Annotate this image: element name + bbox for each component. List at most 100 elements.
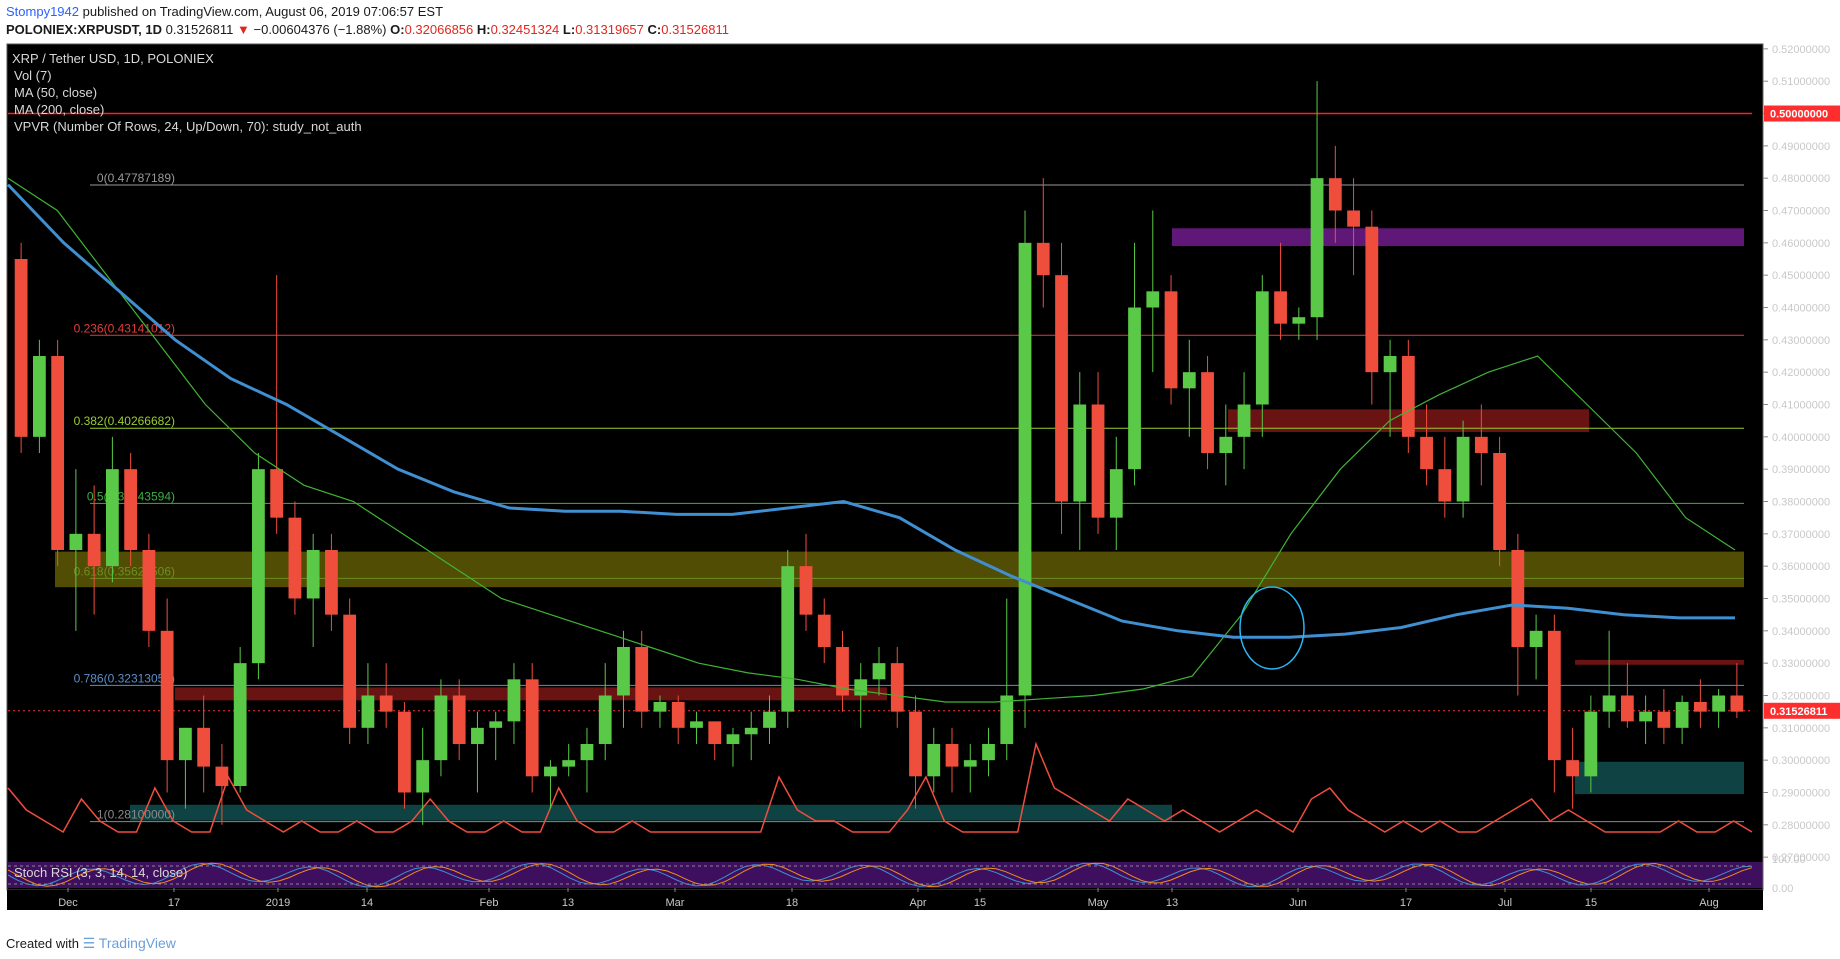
candle-body bbox=[197, 727, 211, 767]
time-axis[interactable]: Dec 17 2019 14 Feb 13 Mar 18 Apr 15 May 13 Jun 17 Jul 1… bbox=[7, 888, 1763, 910]
candle-body bbox=[1182, 372, 1196, 389]
stoch-k-line bbox=[7, 862, 1753, 888]
candle-body bbox=[1401, 356, 1415, 437]
candle-body bbox=[1493, 453, 1506, 550]
x-tick-label: 15 bbox=[1585, 897, 1597, 909]
candle-body bbox=[1274, 291, 1287, 324]
candle-body bbox=[653, 701, 667, 712]
ohlc-line: POLONIEX:XRPUSDT, 1D 0.31526811 ▼ −0.006… bbox=[6, 22, 729, 37]
tradingview-brand[interactable]: TradingView bbox=[98, 935, 176, 951]
candle-body bbox=[617, 646, 630, 696]
candle-body bbox=[179, 727, 192, 761]
candle-body bbox=[1255, 291, 1269, 405]
candle-body bbox=[982, 743, 995, 761]
candle-body bbox=[1639, 711, 1652, 722]
candle-body bbox=[14, 259, 28, 437]
rsi-axis-label: 100.00 bbox=[1772, 854, 1806, 866]
y-tick-label: 0.40000000 bbox=[1772, 432, 1830, 444]
candle-body bbox=[32, 356, 46, 437]
candle-body bbox=[1547, 630, 1561, 761]
y-tick-label: 0.49000000 bbox=[1772, 141, 1830, 153]
candle-body bbox=[1420, 436, 1433, 470]
legend: XRP / Tether USD, 1D, POLONIEX Vol (7) M… bbox=[12, 51, 362, 880]
price-marker-label: 0.50000000 bbox=[1770, 109, 1828, 121]
zone-red-4 bbox=[1575, 659, 1744, 665]
candle-body bbox=[288, 517, 302, 599]
candle-body bbox=[1693, 701, 1707, 712]
candle-body bbox=[1602, 695, 1616, 712]
y-tick-label: 0.51000000 bbox=[1772, 76, 1830, 88]
candle-body bbox=[836, 646, 849, 696]
candle-body bbox=[87, 533, 101, 567]
candle-body bbox=[416, 760, 430, 793]
candle-body bbox=[1310, 178, 1324, 318]
price-axis[interactable]: 0.52000000 0.51000000 0.50000000 0.49000000… bbox=[1762, 44, 1840, 895]
low-label: L: bbox=[562, 22, 576, 37]
candle-body bbox=[124, 469, 138, 550]
legend-vpvr: VPVR (Number Of Rows, 24, Up/Down, 70): … bbox=[14, 119, 362, 134]
rsi-axis-label: 0.00 bbox=[1772, 883, 1793, 895]
candle-body bbox=[507, 679, 521, 722]
ma200-line bbox=[6, 183, 1735, 639]
x-tick-label: Aug bbox=[1699, 897, 1719, 909]
price-marker-label: 0.31526811 bbox=[1770, 706, 1828, 718]
y-tick-label: 0.38000000 bbox=[1772, 496, 1830, 508]
high-label: H: bbox=[476, 22, 491, 37]
x-tick-label: 17 bbox=[1400, 897, 1412, 909]
candle-body bbox=[635, 646, 649, 712]
candle-body bbox=[1474, 436, 1488, 453]
candle-body bbox=[1201, 372, 1214, 453]
candle-body bbox=[525, 679, 539, 777]
y-tick-label: 0.37000000 bbox=[1772, 529, 1830, 541]
y-tick-label: 0.47000000 bbox=[1772, 206, 1830, 218]
y-tick-label: 0.44000000 bbox=[1772, 303, 1830, 315]
candle-body bbox=[872, 663, 886, 680]
author-link[interactable]: Stompy1942 bbox=[6, 4, 79, 19]
x-tick-label: Feb bbox=[480, 897, 499, 909]
candle-body bbox=[233, 663, 247, 787]
candle-body bbox=[252, 469, 265, 664]
footer: Created with ☰ TradingView bbox=[6, 935, 176, 952]
candle-body bbox=[1730, 695, 1744, 712]
y-tick-label: 0.39000000 bbox=[1772, 464, 1830, 476]
candle-body bbox=[1675, 701, 1689, 728]
publish-line: Stompy1942 published on TradingView.com,… bbox=[6, 4, 443, 19]
candle-body bbox=[1584, 711, 1598, 777]
x-tick-label: 15 bbox=[974, 897, 986, 909]
levels-layer: 0(0.47787189)0.236(0.43141012)0.382(0.40… bbox=[8, 112, 1752, 823]
candle-body bbox=[945, 743, 959, 767]
down-arrow-icon: ▼ bbox=[237, 22, 250, 37]
y-tick-label: 0.31000000 bbox=[1772, 723, 1830, 735]
candle-body bbox=[1456, 436, 1470, 502]
fib-label-4: 0.618(0.35620506) bbox=[74, 564, 175, 578]
x-tick-label: 13 bbox=[562, 897, 574, 909]
candle-body bbox=[544, 766, 557, 777]
candle-body bbox=[1328, 178, 1342, 211]
y-tick-label: 0.52000000 bbox=[1772, 44, 1830, 56]
x-tick-label: 13 bbox=[1166, 897, 1178, 909]
open-value: 0.32066856 bbox=[404, 22, 474, 37]
candle-body bbox=[1146, 291, 1160, 308]
x-tick-label: 14 bbox=[361, 897, 373, 909]
stoch-rsi-label: Stoch RSI (3, 3, 14, 14, close) bbox=[14, 865, 187, 880]
price-chart[interactable]: 0(0.47787189)0.236(0.43141012)0.382(0.40… bbox=[0, 0, 1840, 935]
publish-text: published on TradingView.com, August 06,… bbox=[79, 4, 444, 19]
price-marker-bg bbox=[1764, 105, 1840, 122]
y-tick-label: 0.28000000 bbox=[1772, 820, 1830, 832]
y-tick-label: 0.43000000 bbox=[1772, 335, 1830, 347]
zone-teal-5 bbox=[130, 804, 1172, 821]
candle-body bbox=[69, 533, 83, 550]
volume-line bbox=[7, 741, 1753, 834]
candle-body bbox=[1219, 436, 1233, 453]
candle-body bbox=[1055, 275, 1068, 502]
stoch-rsi-layer bbox=[7, 862, 1753, 888]
candle-body bbox=[471, 727, 484, 744]
candle-body bbox=[343, 614, 357, 728]
y-tick-label: 0.46000000 bbox=[1772, 238, 1830, 250]
fib-label-0: 0(0.47787189) bbox=[97, 171, 175, 185]
candle-body bbox=[142, 549, 156, 631]
candle-body bbox=[1529, 630, 1543, 647]
low-value: 0.31319657 bbox=[575, 22, 644, 37]
candle-body bbox=[306, 549, 320, 599]
time-axis-background bbox=[7, 890, 1763, 910]
